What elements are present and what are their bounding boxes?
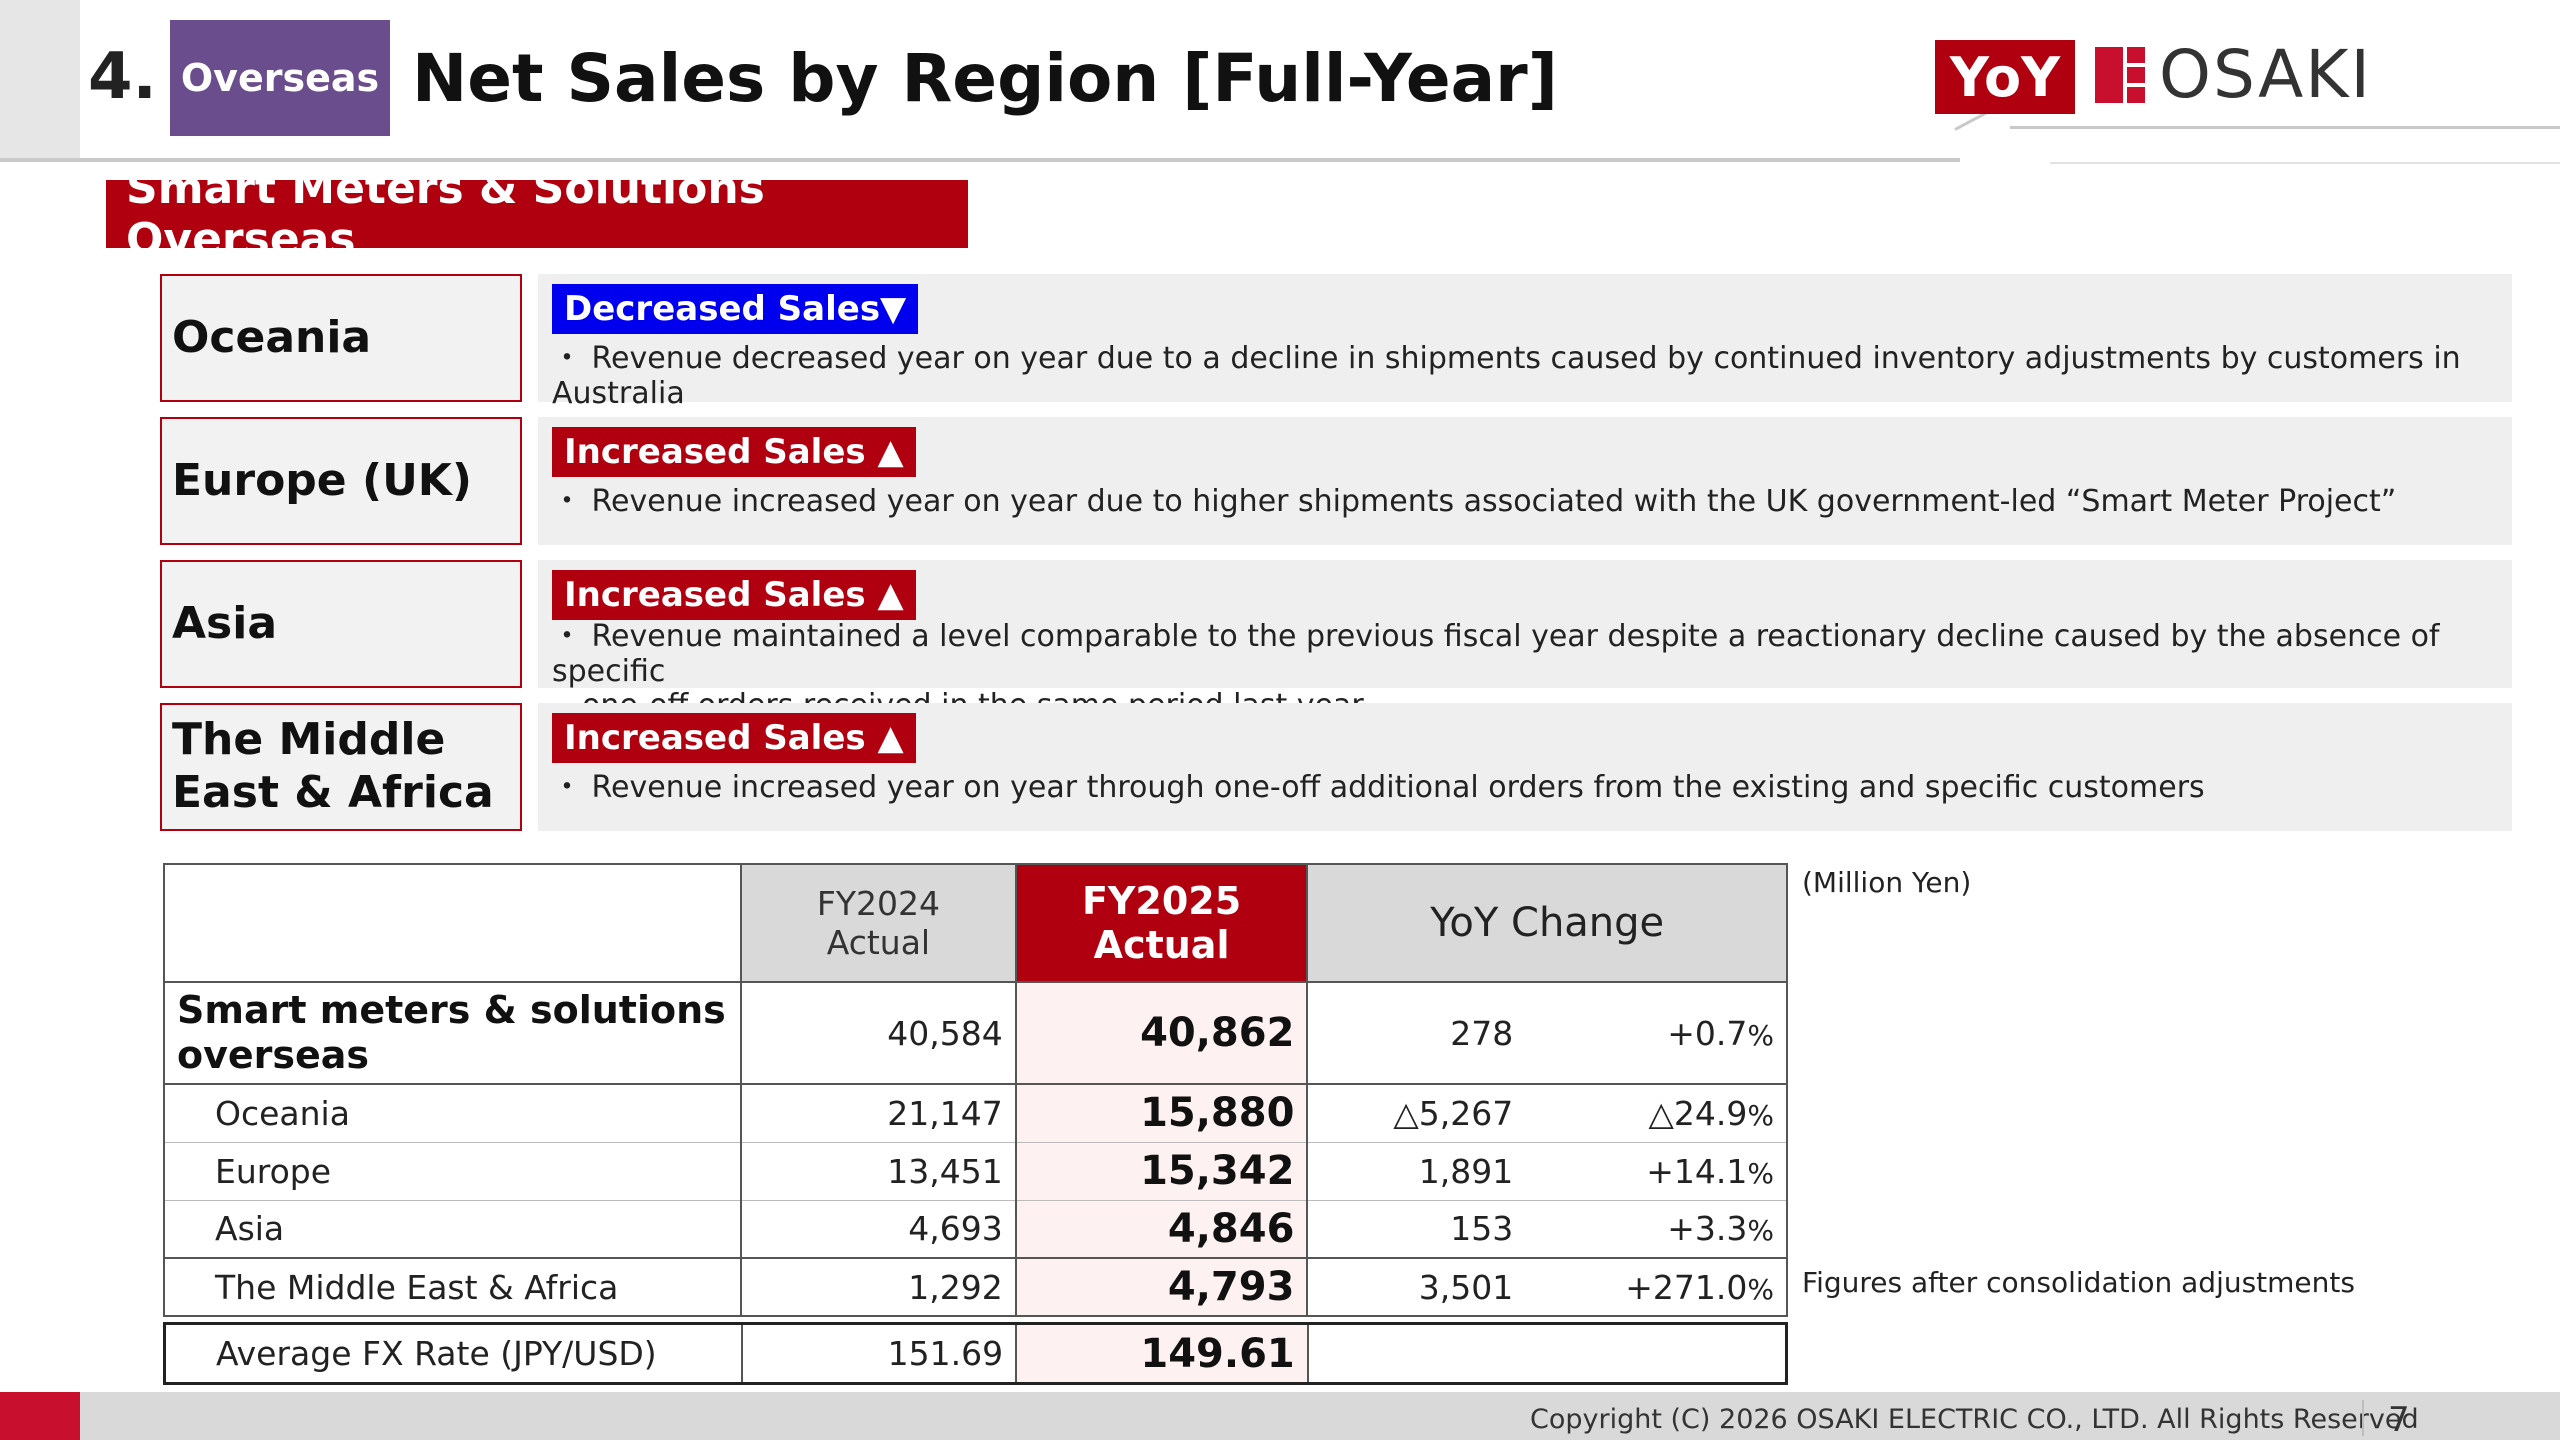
copyright-text: Copyright (C) 2026 OSAKI ELECTRIC CO., L… [1530, 1404, 2419, 1435]
cell-fy2024: 13,451 [740, 1141, 1017, 1201]
region-description: ・ Revenue increased year on year due to … [552, 484, 2502, 520]
footer-accent [0, 1392, 80, 1440]
fx-label: Average FX Rate (JPY/USD) [163, 1322, 743, 1385]
cell-fy2025: 40,862 [1014, 981, 1309, 1085]
cell-change-pct: +14.1% [1525, 1141, 1788, 1201]
row-label: Oceania [162, 1083, 743, 1143]
cell-change-pct: +3.3% [1525, 1199, 1788, 1259]
pct-value: △24.9 [1648, 1093, 1748, 1133]
cell-change: △5,267 [1306, 1083, 1526, 1143]
consolidation-note: Figures after consolidation adjustments [1802, 1266, 2355, 1299]
header-blank-cell [162, 863, 743, 983]
pct-sign: % [1747, 1018, 1774, 1052]
status-badge: Increased Sales ▲ [552, 427, 916, 477]
cell-fy2024: 40,584 [740, 981, 1017, 1085]
table-header-row: FY2024 Actual FY2025 Actual YoY Change [162, 863, 1788, 983]
company-logo: OSAKI [2095, 36, 2372, 113]
pct-sign: % [1747, 1214, 1774, 1248]
pct-sign: % [1747, 1156, 1774, 1190]
header-fy2024-line1: FY2024 [816, 884, 940, 923]
fx-row: Average FX Rate (JPY/USD) 151.69 149.61 [163, 1322, 1788, 1385]
page-title: Net Sales by Region [Full-Year] [412, 40, 1558, 117]
region-description: ・ Revenue decreased year on year due to … [552, 341, 2502, 411]
region-label-oceania: Oceania [160, 274, 522, 402]
region-box-mea: Increased Sales ▲ ・ Revenue increased ye… [538, 703, 2512, 831]
slide-number-label: 4. [88, 40, 157, 114]
header-yoy-change: YoY Change [1306, 863, 1788, 983]
cell-change-pct: +0.7% [1525, 981, 1788, 1085]
status-badge: Increased Sales ▲ [552, 570, 916, 620]
header-left-bar [0, 0, 80, 162]
region-box-asia: Increased Sales ▲ ・ Revenue maintained a… [538, 560, 2512, 723]
row-label-line: overseas [177, 1033, 370, 1077]
description-line: ・ Revenue increased year on year through… [552, 770, 2205, 805]
region-label-line: East & Africa [172, 767, 494, 818]
pct-value: +14.1 [1646, 1151, 1748, 1191]
logo-mark-icon [2095, 46, 2149, 103]
pct-value: +3.3 [1667, 1209, 1748, 1249]
row-label: Asia [162, 1199, 743, 1259]
logo-text: OSAKI [2159, 36, 2372, 113]
footer-separator [2362, 1400, 2364, 1436]
header-divider [0, 158, 1960, 162]
fx-fy2025: 149.61 [1015, 1322, 1309, 1385]
cell-change-pct: △24.9% [1525, 1083, 1788, 1143]
page-number: 7 [2388, 1400, 2410, 1440]
category-tag: Overseas [170, 20, 390, 136]
pct-value: +271.0 [1625, 1267, 1748, 1307]
table-row: The Middle East & Africa 1,292 4,793 3,5… [162, 1257, 1788, 1317]
status-badge: Decreased Sales▼ [552, 284, 919, 334]
table-row: Asia 4,693 4,846 153 +3.3% [162, 1199, 1788, 1259]
header-fy2024-line2: Actual [826, 923, 931, 962]
cell-change: 3,501 [1306, 1257, 1526, 1317]
cell-change: 1,891 [1306, 1141, 1526, 1201]
cell-fy2024: 4,693 [740, 1199, 1017, 1259]
pct-sign: % [1747, 1098, 1774, 1132]
region-box-europe: Increased Sales ▲ ・ Revenue increased ye… [538, 417, 2512, 545]
unit-note: (Million Yen) [1802, 866, 1972, 899]
description-line: ・ Revenue decreased year on year due to … [552, 341, 2461, 411]
region-label-europe: Europe (UK) [160, 417, 522, 545]
header-fy2025-line2: Actual [1093, 923, 1230, 967]
fx-rate-table: Average FX Rate (JPY/USD) 151.69 149.61 [163, 1322, 1788, 1385]
table-row: Europe 13,451 15,342 1,891 +14.1% [162, 1141, 1788, 1201]
cell-fy2025: 15,342 [1014, 1141, 1309, 1201]
header-fy2024: FY2024 Actual [740, 863, 1017, 983]
description-line: ・ Revenue increased year on year due to … [552, 484, 2397, 519]
cell-change: 278 [1306, 981, 1526, 1085]
region-label-line: The Middle [172, 714, 446, 766]
row-label: The Middle East & Africa [162, 1257, 743, 1317]
header-divider-right [2010, 126, 2560, 129]
cell-change: 153 [1306, 1199, 1526, 1259]
cell-fy2024: 1,292 [740, 1257, 1017, 1317]
footer-bar [0, 1392, 2560, 1440]
pct-value: +0.7 [1667, 1013, 1748, 1053]
table-row-total: Smart meters & solutions overseas 40,584… [162, 981, 1788, 1085]
yoy-badge: YoY [1935, 40, 2075, 114]
header-fy2025-line1: FY2025 [1081, 879, 1242, 923]
region-description: ・ Revenue increased year on year through… [552, 770, 2502, 806]
fx-fy2024: 151.69 [740, 1322, 1018, 1385]
cell-fy2025: 15,880 [1014, 1083, 1309, 1143]
row-label: Europe [162, 1141, 743, 1201]
section-title: Smart Meters & Solutions Overseas [106, 163, 968, 265]
region-label-asia: Asia [160, 560, 522, 688]
cell-fy2025: 4,793 [1014, 1257, 1309, 1317]
cell-fy2025: 4,846 [1014, 1199, 1309, 1259]
fx-blank [1306, 1322, 1788, 1385]
cell-change-pct: +271.0% [1525, 1257, 1788, 1317]
pct-sign: % [1747, 1272, 1774, 1306]
row-label: Smart meters & solutions overseas [162, 981, 743, 1085]
header-divider-right-lower [2050, 162, 2560, 164]
header-fy2025: FY2025 Actual [1014, 863, 1309, 983]
description-line: ・ Revenue maintained a level comparable … [552, 619, 2440, 689]
region-box-oceania: Decreased Sales▼ ・ Revenue decreased yea… [538, 274, 2512, 410]
status-badge: Increased Sales ▲ [552, 713, 916, 763]
cell-fy2024: 21,147 [740, 1083, 1017, 1143]
region-label-mea: The Middle East & Africa [160, 703, 522, 831]
table-row: Oceania 21,147 15,880 △5,267 △24.9% [162, 1083, 1788, 1143]
row-label-line: Smart meters & solutions [177, 988, 726, 1033]
sales-table: FY2024 Actual FY2025 Actual YoY Change S… [162, 863, 1788, 1317]
